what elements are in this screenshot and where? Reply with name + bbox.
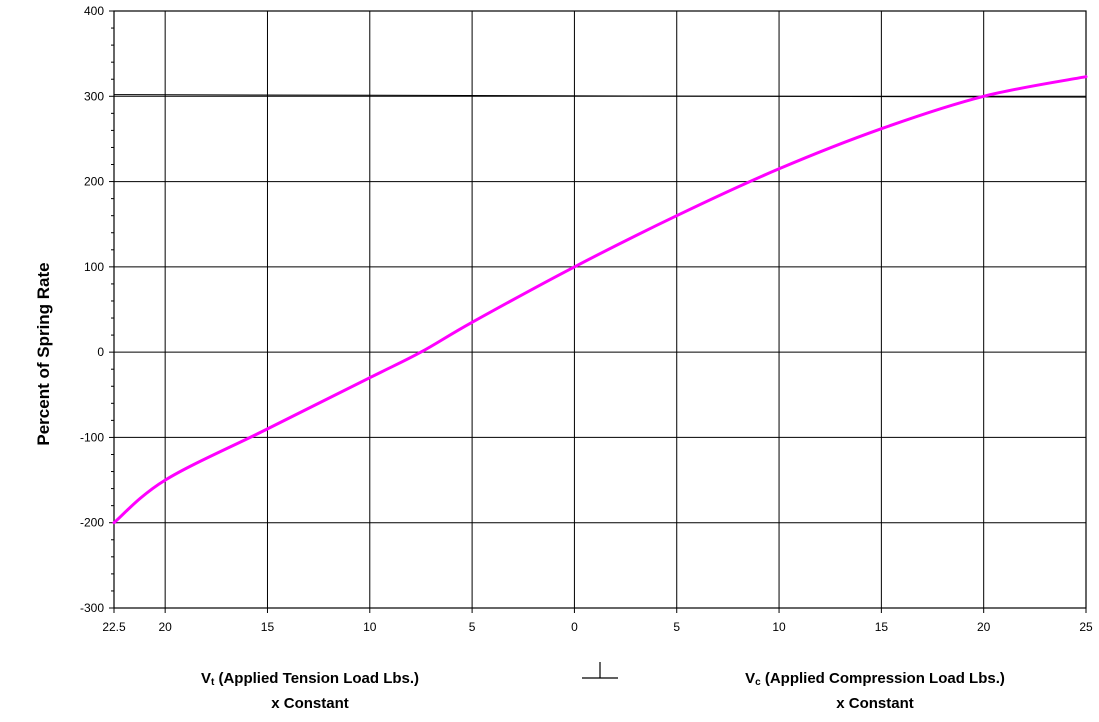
y-tick-label: 300 [84,89,104,103]
y-tick-label: 0 [97,345,104,359]
plot-frame [113,10,1087,609]
series [112,75,1088,525]
series-line [112,75,1088,525]
x-tick-label: 5 [673,620,680,634]
x-tick-label: 5 [469,620,476,634]
y-tick-label: 400 [84,4,104,18]
x-tick-label: 25 [1079,620,1093,634]
reference-line-300 [113,94,1087,98]
y-tick-labels: -300 -200 -100 0 100 200 300 400 [80,4,104,615]
y-axis-label: Percent of Spring Rate [34,262,53,445]
y-tick-label: 100 [84,260,104,274]
x-tick-label: 20 [977,620,991,634]
zero-load-marker [582,662,618,679]
reference-line [113,94,1087,98]
x-axis-label-tension: Vt (Applied Tension Load Lbs.) x Constan… [200,670,420,712]
y-tick-label: -300 [80,601,104,615]
x-tick-label: 15 [875,620,889,634]
grid-lines [113,10,1087,609]
y-tick-label: 200 [84,175,104,189]
x-axis-label-compression: Vc (Applied Compression Load Lbs.) x Con… [745,670,1005,712]
x-tick-label: 0 [571,620,578,634]
x-tick-label: 20 [158,620,172,634]
x-tick-label: 22.5 [102,620,126,634]
y-tick-label: -100 [80,430,104,444]
axes [109,10,1087,613]
x-tick-labels: 22.5 20 15 10 5 0 5 10 15 20 25 [102,620,1093,634]
x-tick-label: 10 [772,620,786,634]
x-tick-label: 10 [363,620,377,634]
x-tick-label: 15 [261,620,275,634]
y-tick-label: -200 [80,516,104,530]
